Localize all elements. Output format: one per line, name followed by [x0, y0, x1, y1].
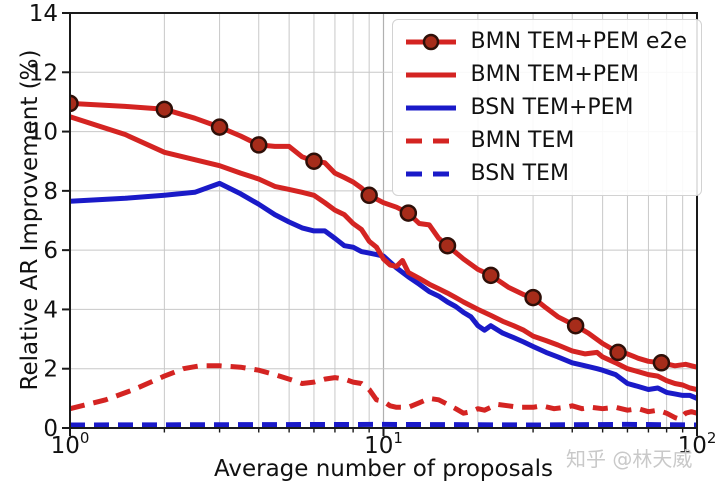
- series-marker-bmn-tem-pem-e2e: [652, 354, 671, 372]
- legend-label: BSN TEM: [470, 161, 569, 186]
- y-axis-label: Relative AR Improvement (%): [17, 49, 43, 391]
- legend-sample-bmn-tem-pem-e2e: [405, 33, 456, 50]
- series-line-bsn-tem: [70, 421, 697, 428]
- legend-sample-bsn-tem-pem: [405, 105, 456, 110]
- x-tick-label: 102: [678, 429, 717, 459]
- series-marker-bmn-tem-pem-e2e: [566, 316, 585, 335]
- legend-label: BMN TEM+PEM: [470, 62, 639, 87]
- series-marker-bmn-tem-pem-e2e: [360, 186, 378, 205]
- legend-item: BSN TEM: [405, 159, 688, 188]
- series-line-bmn-tem-pem: [70, 114, 697, 392]
- series-marker-bmn-tem-pem-e2e: [399, 204, 418, 222]
- series-marker-bmn-tem-pem-e2e: [524, 288, 542, 307]
- legend-item: BMN TEM+PEM e2e: [405, 27, 688, 56]
- series-group: [70, 94, 697, 428]
- legend-label: BSN TEM+PEM: [470, 95, 634, 120]
- series-line-bsn-tem-pem: [70, 180, 697, 401]
- legend-sample-bmn-tem: [405, 138, 456, 143]
- legend-sample-marker: [422, 33, 439, 50]
- series-marker-bmn-tem-pem-e2e: [155, 100, 174, 119]
- y-tick-label: 0: [43, 416, 58, 442]
- legend-item: BSN TEM+PEM: [405, 93, 688, 122]
- y-tick-label: 4: [43, 297, 58, 323]
- y-tick-label: 12: [29, 60, 58, 86]
- x-axis-label: Average number of proposals: [213, 456, 554, 482]
- series-marker-bmn-tem-pem-e2e: [249, 136, 268, 154]
- x-tick-label: 101: [364, 429, 403, 459]
- y-tick-label: 10: [29, 120, 58, 146]
- legend-item: BMN TEM: [405, 126, 688, 155]
- legend: BMN TEM+PEM e2e BMN TEM+PEM BSN TEM+PEM BMN…: [391, 19, 702, 196]
- legend-label: BMN TEM: [470, 128, 575, 153]
- series-marker-bmn-tem-pem-e2e: [482, 266, 500, 285]
- y-tick-label: 2: [43, 357, 58, 383]
- series-marker-bmn-tem-pem-e2e: [210, 118, 229, 136]
- watermark: 知乎 @林天威: [566, 447, 693, 471]
- series-marker-bmn-tem-pem-e2e: [305, 152, 323, 170]
- series-marker-bmn-tem-pem-e2e: [609, 343, 627, 362]
- series-marker-bmn-tem-pem-e2e: [438, 236, 457, 255]
- y-tick-label: 14: [29, 1, 58, 27]
- y-tick-label: 8: [43, 179, 58, 205]
- series-line-bmn-tem: [70, 363, 697, 422]
- x-tick-label: 100: [51, 429, 90, 459]
- series-marker-bmn-tem-pem-e2e: [70, 94, 79, 113]
- legend-sample-bmn-tem-pem: [405, 72, 456, 77]
- legend-item: BMN TEM+PEM: [405, 60, 688, 89]
- legend-sample-bsn-tem: [405, 171, 456, 176]
- legend-label: BMN TEM+PEM e2e: [470, 29, 688, 54]
- y-tick-label: 6: [43, 238, 58, 264]
